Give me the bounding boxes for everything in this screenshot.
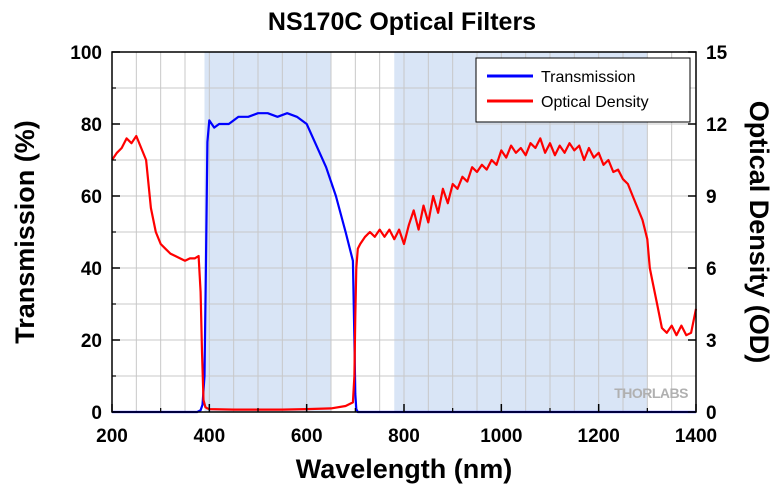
x-tick-label-800: 800 [388,426,420,447]
y2-tick-label-15: 15 [706,43,728,64]
legend-label-optical-density: Optical Density [541,94,649,111]
ticks: 200 400 600 800 1000 1200 14000204060801000369… [70,43,727,447]
watermark-thorlabs: THORLABS [614,385,688,401]
y-tick-label-40: 40 [81,259,102,280]
watermark-layer: THORLABS [614,385,688,401]
y-axis-title: Transmission (%) [10,120,40,344]
y-tick-label-60: 60 [81,187,102,208]
y2-tick-label-6: 6 [706,259,717,280]
x-tick-label-1200: 1200 [578,426,620,447]
legend-box [475,57,691,123]
y2-tick-label-12: 12 [706,115,727,136]
legend: Transmission Optical Density [475,57,691,123]
y2-tick-label-9: 9 [706,187,717,208]
x-tick-label-1000: 1000 [480,426,522,447]
series-layer [111,112,698,414]
y-tick-label-100: 100 [70,43,102,64]
y-tick-label-80: 80 [81,115,102,136]
series-line-optical-density [111,134,698,411]
y2-axis-title: Optical Density (OD) [744,101,774,364]
legend-label-transmission: Transmission [541,69,636,86]
y-tick-label-0: 0 [91,403,102,424]
x-tick-label-600: 600 [291,426,323,447]
x-axis-title: Wavelength (nm) [296,454,513,484]
series-line-transmission [112,112,696,414]
y2-tick-label-3: 3 [706,331,717,352]
y2-tick-label-0: 0 [706,403,717,424]
chart-title: NS170C Optical Filters [268,8,536,36]
x-tick-label-200: 200 [96,426,128,447]
x-tick-label-400: 400 [193,426,225,447]
y-tick-label-20: 20 [81,331,102,352]
x-tick-label-1400: 1400 [675,426,717,447]
